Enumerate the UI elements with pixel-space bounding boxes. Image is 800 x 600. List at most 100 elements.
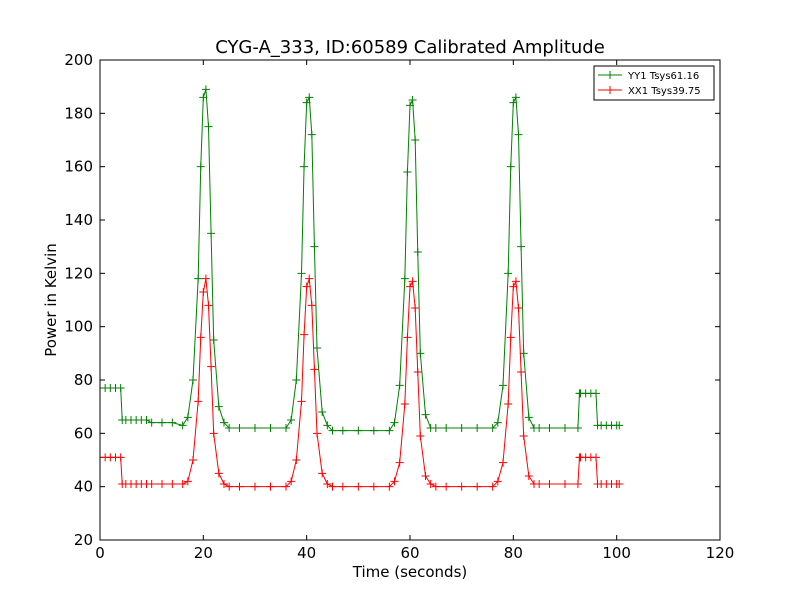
data-point	[535, 424, 544, 432]
data-point	[300, 330, 309, 339]
data-point	[310, 242, 319, 251]
data-point	[297, 269, 306, 278]
legend-box	[593, 65, 715, 101]
data-point	[235, 482, 244, 491]
data-point	[318, 469, 327, 478]
data-point	[385, 426, 394, 435]
data-point	[287, 416, 296, 424]
data-point	[431, 482, 440, 491]
data-point	[168, 480, 177, 488]
data-point	[178, 480, 187, 488]
data-point	[615, 480, 624, 488]
data-point	[493, 477, 502, 486]
data-point	[457, 424, 466, 432]
x-tick-label: 80	[504, 544, 523, 562]
series-group	[100, 85, 624, 491]
data-point	[328, 482, 337, 491]
data-point	[615, 421, 624, 430]
data-point	[421, 472, 430, 480]
data-point	[406, 101, 414, 110]
data-point	[220, 418, 228, 427]
data-point	[251, 424, 259, 432]
data-point	[488, 424, 497, 432]
data-point	[511, 277, 520, 286]
data-point	[395, 458, 404, 467]
data-point	[183, 413, 192, 422]
x-tick-label: 60	[400, 544, 419, 562]
data-point	[442, 482, 451, 491]
data-point	[209, 429, 218, 438]
data-point	[545, 480, 554, 488]
x-tick-label: 20	[194, 544, 213, 562]
data-point	[178, 421, 187, 430]
data-point	[199, 93, 208, 102]
data-point	[511, 93, 520, 102]
data-point	[307, 301, 316, 310]
data-point	[385, 482, 394, 491]
data-point	[545, 424, 554, 432]
data-point	[411, 304, 420, 312]
data-point	[413, 368, 422, 376]
data-point	[323, 421, 332, 430]
data-point	[292, 376, 301, 384]
data-point	[220, 480, 228, 488]
data-point	[592, 389, 600, 398]
data-point	[282, 482, 290, 491]
data-point	[194, 274, 203, 283]
data-point	[116, 453, 125, 462]
data-point	[488, 482, 497, 491]
data-point	[514, 130, 523, 139]
y-tick-label: 20	[74, 531, 93, 549]
data-point	[207, 362, 216, 371]
data-point	[338, 426, 347, 435]
data-point	[400, 274, 409, 283]
x-tick-label: 0	[95, 544, 105, 562]
data-point	[292, 456, 301, 464]
data-point	[499, 381, 507, 390]
data-point	[204, 122, 213, 131]
data-point	[561, 480, 569, 488]
data-point	[225, 424, 234, 432]
y-tick-label: 160	[64, 158, 93, 176]
data-point	[517, 368, 526, 376]
legend: YY1 Tsys61.16 XX1 Tsys39.75	[593, 65, 715, 101]
plot-frame	[99, 59, 721, 541]
data-point	[457, 482, 466, 491]
axis-ticks: 0 20 40 60 80 100 1202040608010012014016018020…	[64, 51, 734, 562]
data-point	[189, 456, 197, 464]
x-tick-label: 100	[602, 544, 631, 562]
data-point	[302, 98, 311, 107]
data-point	[426, 480, 435, 488]
data-point	[400, 400, 409, 408]
data-point	[354, 482, 363, 491]
legend-label-1: XX1 Tsys39.75	[628, 86, 701, 97]
data-point	[183, 477, 192, 486]
data-point	[287, 477, 296, 486]
data-point	[573, 480, 582, 488]
data-point	[408, 277, 417, 286]
data-point	[517, 242, 526, 251]
data-point	[403, 168, 412, 176]
data-point	[168, 418, 177, 427]
y-tick-label: 140	[64, 211, 93, 229]
data-point	[506, 162, 515, 171]
data-point	[194, 397, 203, 406]
x-tick-label: 40	[297, 544, 316, 562]
y-tick-label: 60	[74, 424, 93, 442]
data-point	[442, 424, 451, 432]
data-point	[431, 424, 440, 432]
data-point	[509, 282, 518, 291]
data-point	[282, 424, 290, 432]
data-point	[524, 413, 533, 422]
legend-marker-1	[606, 86, 614, 94]
data-point	[297, 397, 306, 406]
y-tick-label: 100	[64, 318, 93, 336]
data-point	[354, 426, 363, 435]
data-point	[592, 453, 600, 462]
x-axis-label: Time (seconds)	[352, 563, 468, 581]
data-point	[307, 130, 316, 139]
data-point	[573, 424, 582, 432]
y-axis-label: Power in Kelvin	[42, 243, 60, 357]
data-point	[519, 432, 528, 440]
data-point	[499, 458, 507, 467]
